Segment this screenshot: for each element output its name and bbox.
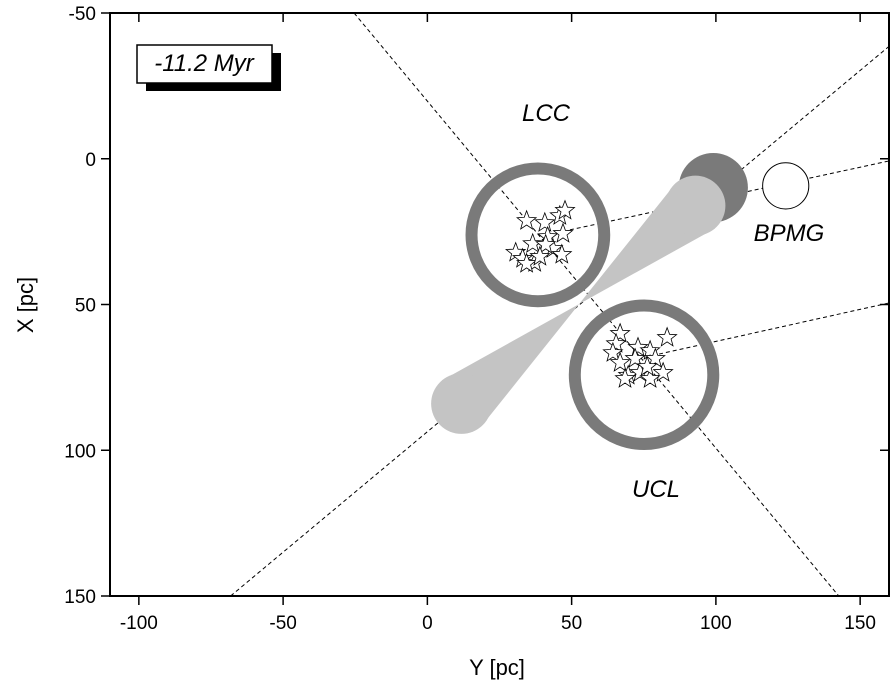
y-tick-label: 150 bbox=[64, 587, 96, 608]
x-tick-label: 150 bbox=[844, 613, 876, 634]
star bbox=[627, 336, 649, 357]
cone-end bbox=[665, 175, 726, 236]
star bbox=[554, 199, 576, 220]
time-box bbox=[136, 44, 273, 84]
star bbox=[529, 245, 551, 266]
y-axis-label: X [pc] bbox=[13, 277, 38, 333]
group-label: UCL bbox=[632, 476, 680, 503]
y-tick-label: 100 bbox=[64, 441, 96, 462]
x-tick-label: 50 bbox=[561, 613, 582, 634]
star bbox=[602, 341, 624, 362]
trajectory-line bbox=[658, 302, 889, 355]
star bbox=[636, 355, 658, 376]
y-tick-label: -50 bbox=[69, 4, 96, 25]
bpmg-circle bbox=[762, 162, 810, 210]
x-tick-label: -50 bbox=[269, 613, 296, 634]
x-tick-label: 100 bbox=[700, 613, 732, 634]
x-axis-label: Y [pc] bbox=[469, 655, 525, 680]
star bbox=[522, 232, 544, 253]
y-tick-label: 0 bbox=[85, 150, 96, 171]
star bbox=[609, 351, 631, 372]
star bbox=[535, 233, 557, 254]
time-label: -11.2 Myr bbox=[154, 50, 255, 77]
star bbox=[609, 322, 631, 343]
group-label: LCC bbox=[522, 100, 571, 127]
star bbox=[605, 332, 627, 353]
star bbox=[534, 211, 556, 232]
group-ring bbox=[568, 299, 720, 450]
star bbox=[624, 347, 646, 368]
cone-end bbox=[431, 373, 492, 434]
trajectory-line bbox=[353, 13, 840, 596]
x-tick-label: 0 bbox=[422, 613, 433, 634]
star bbox=[614, 367, 636, 388]
star bbox=[644, 347, 666, 368]
star bbox=[551, 243, 573, 264]
y-tick-label: 50 bbox=[75, 296, 96, 317]
plot-area bbox=[230, 13, 889, 596]
star bbox=[639, 339, 661, 360]
star bbox=[516, 209, 538, 230]
cone bbox=[441, 182, 715, 427]
plot-frame bbox=[109, 12, 890, 597]
star bbox=[652, 361, 674, 382]
star bbox=[516, 252, 538, 273]
star bbox=[656, 326, 678, 347]
x-tick-label: -100 bbox=[120, 613, 158, 634]
star bbox=[552, 222, 574, 243]
star bbox=[639, 367, 661, 388]
group-label: BPMG bbox=[754, 220, 825, 247]
group-ring bbox=[465, 162, 611, 308]
